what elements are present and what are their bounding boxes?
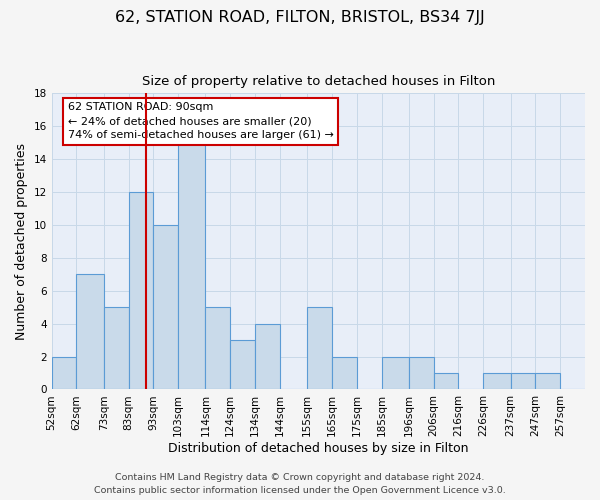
Bar	[332, 356, 357, 390]
Bar	[104, 307, 128, 390]
Bar	[434, 373, 458, 390]
Bar	[409, 356, 434, 390]
Bar	[52, 356, 76, 390]
Bar	[76, 274, 104, 390]
Y-axis label: Number of detached properties: Number of detached properties	[15, 143, 28, 340]
Title: Size of property relative to detached houses in Filton: Size of property relative to detached ho…	[142, 75, 495, 88]
Bar	[307, 307, 332, 390]
Bar	[154, 225, 178, 390]
Bar	[230, 340, 255, 390]
Bar	[382, 356, 409, 390]
Bar	[535, 373, 560, 390]
Text: 62 STATION ROAD: 90sqm
← 24% of detached houses are smaller (20)
74% of semi-det: 62 STATION ROAD: 90sqm ← 24% of detached…	[68, 102, 334, 140]
Text: 62, STATION ROAD, FILTON, BRISTOL, BS34 7JJ: 62, STATION ROAD, FILTON, BRISTOL, BS34 …	[115, 10, 485, 25]
Bar	[511, 373, 535, 390]
Text: Contains HM Land Registry data © Crown copyright and database right 2024.
Contai: Contains HM Land Registry data © Crown c…	[94, 474, 506, 495]
Bar	[205, 307, 230, 390]
Bar	[128, 192, 154, 390]
Bar	[255, 324, 280, 390]
Bar	[483, 373, 511, 390]
X-axis label: Distribution of detached houses by size in Filton: Distribution of detached houses by size …	[168, 442, 469, 455]
Bar	[178, 142, 205, 390]
